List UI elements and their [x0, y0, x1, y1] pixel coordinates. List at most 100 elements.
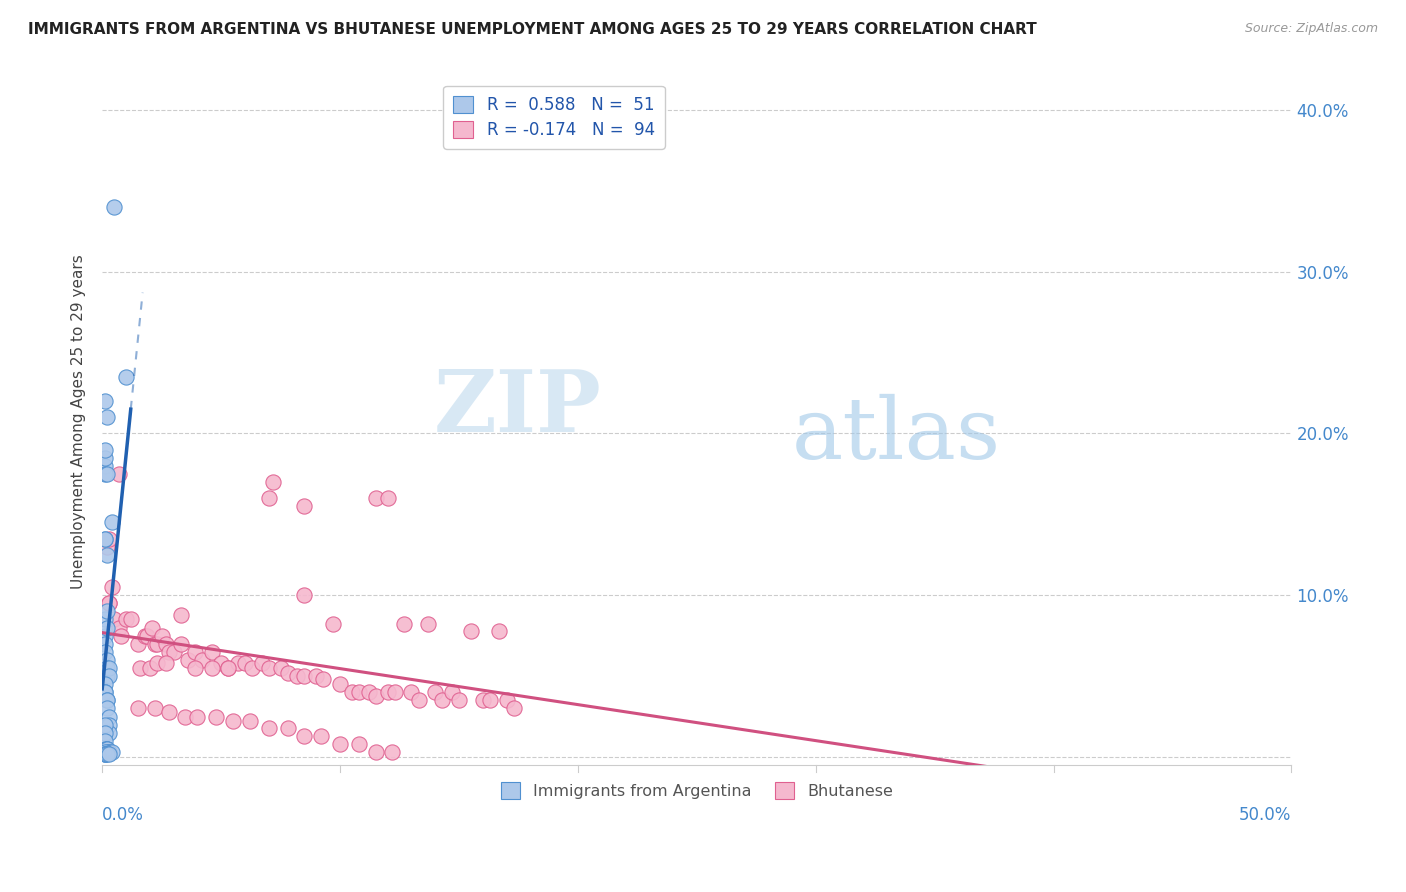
Point	[226, 656, 249, 670]
Point	[432, 693, 454, 707]
Point	[292, 669, 315, 683]
Point	[141, 621, 163, 635]
Point	[93, 745, 115, 759]
Point	[305, 669, 328, 683]
Point	[191, 653, 214, 667]
Point	[340, 685, 363, 699]
Point	[93, 442, 115, 457]
Point	[170, 637, 193, 651]
Point	[96, 747, 118, 761]
Point	[222, 714, 245, 729]
Point	[364, 745, 387, 759]
Point	[440, 685, 463, 699]
Point	[93, 742, 115, 756]
Point	[93, 532, 115, 546]
Point	[115, 612, 138, 626]
Point	[277, 721, 299, 735]
Point	[103, 612, 125, 626]
Text: Source: ZipAtlas.com: Source: ZipAtlas.com	[1244, 22, 1378, 36]
Point	[139, 661, 162, 675]
Point	[495, 693, 517, 707]
Point	[502, 701, 524, 715]
Point	[93, 394, 115, 409]
Point	[93, 467, 115, 481]
Point	[93, 685, 115, 699]
Point	[96, 669, 118, 683]
Point	[103, 200, 125, 214]
Point	[239, 714, 262, 729]
Point	[425, 685, 447, 699]
Point	[143, 637, 166, 651]
Point	[96, 467, 118, 481]
Point	[277, 665, 299, 680]
Point	[377, 685, 399, 699]
Point	[170, 607, 193, 622]
Point	[93, 747, 115, 761]
Point	[96, 693, 118, 707]
Point	[146, 637, 169, 651]
Point	[98, 596, 121, 610]
Point	[127, 637, 149, 651]
Point	[93, 725, 115, 739]
Legend: Immigrants from Argentina, Bhutanese: Immigrants from Argentina, Bhutanese	[495, 776, 900, 805]
Point	[357, 685, 380, 699]
Point	[96, 742, 118, 756]
Point	[174, 709, 197, 723]
Point	[93, 637, 115, 651]
Point	[201, 645, 224, 659]
Point	[312, 673, 335, 687]
Point	[447, 693, 470, 707]
Point	[377, 491, 399, 505]
Point	[93, 747, 115, 761]
Point	[201, 661, 224, 675]
Point	[96, 604, 118, 618]
Point	[184, 661, 207, 675]
Point	[240, 661, 263, 675]
Point	[98, 661, 121, 675]
Point	[292, 729, 315, 743]
Point	[93, 717, 115, 731]
Point	[100, 745, 122, 759]
Point	[401, 685, 423, 699]
Point	[329, 677, 352, 691]
Point	[98, 725, 121, 739]
Point	[96, 693, 118, 707]
Point	[129, 661, 152, 675]
Point	[478, 693, 501, 707]
Point	[162, 645, 184, 659]
Point	[93, 458, 115, 473]
Point	[134, 629, 156, 643]
Point	[108, 467, 131, 481]
Point	[93, 747, 115, 761]
Y-axis label: Unemployment Among Ages 25 to 29 years: Unemployment Among Ages 25 to 29 years	[72, 254, 86, 589]
Point	[270, 661, 292, 675]
Point	[488, 624, 510, 638]
Point	[143, 701, 166, 715]
Point	[98, 745, 121, 759]
Point	[184, 645, 207, 659]
Point	[155, 656, 177, 670]
Point	[364, 689, 387, 703]
Point	[120, 612, 142, 626]
Point	[96, 540, 118, 554]
Point	[262, 475, 284, 489]
Point	[98, 532, 121, 546]
Point	[285, 669, 308, 683]
Point	[394, 617, 416, 632]
Point	[155, 637, 177, 651]
Point	[257, 491, 280, 505]
Text: IMMIGRANTS FROM ARGENTINA VS BHUTANESE UNEMPLOYMENT AMONG AGES 25 TO 29 YEARS CO: IMMIGRANTS FROM ARGENTINA VS BHUTANESE U…	[28, 22, 1036, 37]
Point	[292, 588, 315, 602]
Text: 50.0%: 50.0%	[1239, 805, 1292, 823]
Point	[364, 491, 387, 505]
Point	[96, 410, 118, 425]
Point	[108, 621, 131, 635]
Point	[217, 661, 239, 675]
Point	[177, 653, 200, 667]
Point	[110, 629, 132, 643]
Point	[217, 661, 239, 675]
Point	[136, 629, 159, 643]
Point	[381, 745, 404, 759]
Point	[93, 677, 115, 691]
Point	[96, 742, 118, 756]
